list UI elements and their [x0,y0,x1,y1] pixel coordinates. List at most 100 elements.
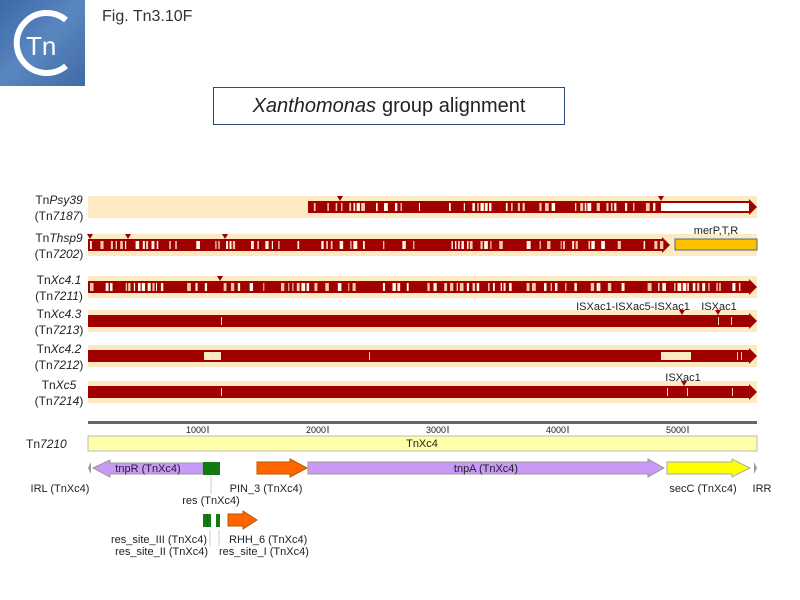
low-identity-stripe [531,283,536,291]
low-identity-stripe [169,241,171,249]
low-identity-stripe [402,241,406,249]
low-identity-stripe [196,241,201,249]
label-id-prefix: (Tn [34,394,53,408]
ruler-tick-label: 4000 [546,425,566,435]
low-identity-stripe [587,203,592,211]
low-identity-stripe [692,283,696,291]
low-identity-stripe [115,241,117,249]
low-identity-stripe [653,203,656,211]
low-identity-stripe [574,283,577,291]
reference-id: 7210 [40,437,67,451]
gap-mark [718,317,719,325]
low-identity-stripe [547,241,551,249]
low-identity-stripe [596,203,600,211]
low-identity-stripe [565,283,567,291]
low-identity-stripe [383,203,388,211]
label-id-prefix: (Tn [35,289,54,303]
low-identity-stripe [413,241,415,249]
low-identity-stripe [350,241,352,249]
track-arrow-head [749,384,757,400]
label-id-suffix: ) [79,358,84,372]
label-id: 7187 [52,209,80,223]
low-identity-stripe [503,283,506,291]
low-identity-stripe [327,203,329,211]
low-identity-stripe [621,283,625,291]
low-identity-stripe [488,283,490,291]
IRL-label: IRL (TnXc4) [31,483,90,495]
label-name: Xc4.3 [50,307,82,321]
low-identity-stripe [271,241,274,249]
label-id-prefix: (Tn [34,209,53,223]
low-identity-stripe [230,283,235,291]
low-identity-stripe [288,283,290,291]
low-identity-stripe [472,203,475,211]
low-identity-stripe [375,203,378,211]
low-identity-stripe [517,203,520,211]
label-id-suffix: ) [79,394,84,408]
low-identity-stripe [348,283,350,291]
alignment-track [88,276,757,298]
low-identity-stripe [353,203,356,211]
low-identity-stripe [133,283,136,291]
low-identity-stripe [341,203,343,211]
low-identity-stripe [383,241,385,249]
RHH_6-label: RHH_6 (TnXc4) [229,534,307,546]
track-label: TnXc4.3 (Tn7213) [30,306,88,338]
low-identity-stripe [708,283,710,291]
label-id-prefix: (Tn [34,323,53,337]
low-identity-stripe [611,203,613,211]
low-identity-stripe [614,203,617,211]
low-identity-stripe [658,283,660,291]
insertion-marker [715,310,721,315]
low-identity-stripe [624,203,628,211]
low-identity-stripe [563,241,565,249]
low-identity-stripe [110,241,113,249]
low-identity-stripe [544,203,549,211]
tnpR-label: tnpR (TnXc4) [115,463,180,475]
low-identity-stripe [732,283,736,291]
low-identity-stripe [659,241,664,249]
track-label: TnXc5 (Tn7214) [30,377,88,409]
identity-bar [88,350,749,362]
low-identity-stripe [645,203,650,211]
low-identity-stripe [450,283,454,291]
label-id: 7202 [52,247,80,261]
low-identity-stripe [330,241,333,249]
insertion-marker [658,196,664,201]
PIN_3-label: PIN_3 (TnXc4) [230,483,303,495]
gap-mark [369,352,370,360]
low-identity-stripe [456,283,459,291]
alignment-track [88,196,757,218]
low-identity-stripe [232,241,236,249]
merPTR-block [674,238,758,251]
low-identity-stripe [509,283,512,291]
low-identity-stripe [152,283,155,291]
low-identity-stripe [292,283,294,291]
RHH_6-arrow [227,510,258,530]
low-identity-stripe [484,203,488,211]
low-identity-stripe [306,283,310,291]
label-id-suffix: ) [79,209,84,223]
low-identity-stripe [395,203,398,211]
low-identity-stripe [687,283,689,291]
track-label: TnXc4.2 (Tn7212) [30,341,88,373]
ruler-tick-label: 3000 [426,425,446,435]
low-identity-stripe [418,203,420,211]
low-identity-stripe [147,283,151,291]
low-identity-stripe [490,241,492,249]
low-identity-stripe [719,283,721,291]
low-identity-stripe [551,203,556,211]
low-identity-stripe [480,203,484,211]
low-identity-stripe [280,283,285,291]
low-identity-stripe [218,241,220,249]
low-identity-stripe [702,283,706,291]
tn-logo-icon: Tn [13,10,68,76]
low-identity-stripe [156,241,159,249]
low-identity-stripe [454,241,457,249]
low-identity-stripe [591,241,595,249]
low-identity-stripe [677,283,682,291]
low-identity-stripe [499,241,503,249]
merPTR-label: merP,T,R [694,225,738,237]
label-prefix: Tn [35,193,50,207]
identity-bar [308,201,749,213]
